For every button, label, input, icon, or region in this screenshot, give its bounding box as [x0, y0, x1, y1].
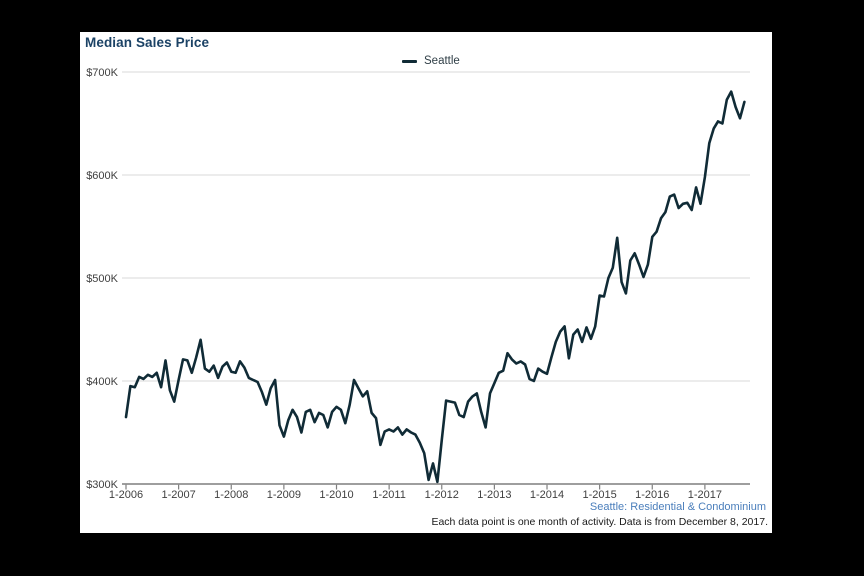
- seattle-price-line: [124, 90, 746, 484]
- y-tick-label: $600K: [86, 170, 118, 182]
- y-tick-label: $400K: [86, 376, 118, 388]
- x-tick-label: 1-2009: [267, 489, 301, 501]
- x-tick-label: 1-2010: [319, 489, 353, 501]
- data-note-caption: Each data point is one month of activity…: [431, 516, 768, 528]
- x-tick-label: 1-2013: [477, 489, 511, 501]
- x-tick-label: 1-2017: [688, 489, 722, 501]
- gridlines: [122, 71, 750, 485]
- chart-panel: Median Sales Price Seattle $300K $400K $50…: [80, 32, 772, 533]
- source-caption: Seattle: Residential & Condominium: [589, 501, 766, 513]
- x-tick-label: 1-2006: [109, 489, 143, 501]
- x-tick-label: 1-2015: [583, 489, 617, 501]
- y-axis-labels: $300K $400K $500K $600K $700K: [86, 67, 118, 491]
- legend: Seattle: [402, 55, 460, 67]
- x-axis-ticks: [125, 484, 706, 490]
- y-tick-label: $300K: [86, 479, 118, 491]
- x-tick-label: 1-2008: [214, 489, 248, 501]
- x-tick-label: 1-2007: [161, 489, 195, 501]
- x-tick-label: 1-2012: [425, 489, 459, 501]
- x-tick-label: 1-2011: [372, 489, 405, 501]
- y-tick-label: $700K: [86, 67, 118, 79]
- x-tick-label: 1-2016: [635, 489, 669, 501]
- x-tick-label: 1-2014: [530, 489, 564, 501]
- x-axis-labels: 1-2006 1-2007 1-2008 1-2009 1-2010 1-2011 1-20…: [109, 489, 722, 501]
- chart-title: Median Sales Price: [85, 35, 210, 50]
- y-tick-label: $500K: [86, 273, 118, 285]
- legend-label-seattle: Seattle: [424, 55, 460, 67]
- legend-line-marker-icon: [402, 59, 417, 63]
